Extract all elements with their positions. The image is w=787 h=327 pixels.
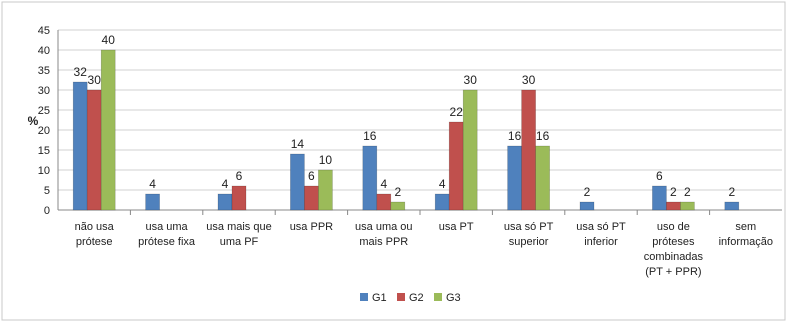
data-label: 30 bbox=[464, 73, 478, 87]
y-tick-label: 25 bbox=[38, 105, 50, 117]
data-label: 22 bbox=[450, 105, 464, 119]
data-label: 40 bbox=[102, 33, 116, 47]
data-label: 4 bbox=[222, 177, 229, 191]
bar-g1 bbox=[362, 145, 378, 211]
bar-g3 bbox=[318, 169, 333, 211]
legend-swatch-g1 bbox=[360, 293, 368, 301]
data-label: 2 bbox=[670, 185, 677, 199]
y-tick-label: 0 bbox=[44, 205, 50, 217]
x-tick-label: inferior bbox=[584, 236, 618, 248]
x-tick-label: usa uma ou bbox=[355, 221, 412, 233]
data-label: 6 bbox=[236, 169, 243, 183]
bar-g3 bbox=[535, 145, 550, 211]
x-tick-label: não usa bbox=[75, 221, 115, 233]
x-tick-label: uso de bbox=[657, 221, 690, 233]
data-label: 2 bbox=[728, 185, 735, 199]
bar-g2 bbox=[448, 121, 464, 211]
bar-g3 bbox=[680, 201, 695, 211]
bar-g2 bbox=[304, 185, 319, 211]
bar-g1 bbox=[217, 193, 233, 211]
data-label: 16 bbox=[536, 129, 550, 143]
x-tick-label: prótese bbox=[76, 236, 113, 248]
data-label: 16 bbox=[363, 129, 377, 143]
bar-g1 bbox=[145, 193, 160, 211]
y-tick-label: 10 bbox=[38, 165, 50, 177]
x-tick-label: informação bbox=[719, 236, 773, 248]
data-label: 2 bbox=[684, 185, 691, 199]
x-tick-label: (PT + PPR) bbox=[645, 266, 701, 278]
bar-g2 bbox=[521, 89, 536, 211]
x-tick-label: prótese fixa bbox=[138, 236, 196, 248]
x-tick-label: mais PPR bbox=[359, 236, 408, 248]
data-label: 30 bbox=[522, 73, 536, 87]
x-tick-label: próteses bbox=[652, 236, 695, 248]
x-tick-label: usa só PT bbox=[504, 221, 554, 233]
bar-g1 bbox=[579, 201, 595, 211]
legend-label: G2 bbox=[409, 292, 424, 304]
bar-g3 bbox=[100, 49, 116, 211]
data-label: 30 bbox=[88, 73, 102, 87]
data-label: 4 bbox=[439, 177, 446, 191]
y-tick-label: 20 bbox=[38, 125, 50, 137]
data-label: 6 bbox=[656, 169, 663, 183]
bar-g3 bbox=[390, 201, 406, 211]
data-label: 4 bbox=[149, 177, 156, 191]
bar-g1 bbox=[434, 193, 450, 211]
bar-g1 bbox=[724, 201, 740, 211]
chart-frame bbox=[1, 1, 786, 321]
bar-g2 bbox=[231, 185, 247, 211]
x-tick-label: usa mais que bbox=[206, 221, 271, 233]
x-tick-label: usa só PT bbox=[576, 221, 626, 233]
data-label: 2 bbox=[584, 185, 591, 199]
y-tick-label: 40 bbox=[38, 45, 50, 57]
legend-swatch-g3 bbox=[434, 293, 442, 301]
data-label: 10 bbox=[319, 153, 333, 167]
y-tick-label: 45 bbox=[38, 25, 50, 37]
x-tick-label: usa PT bbox=[439, 221, 474, 233]
bar-g2 bbox=[666, 201, 681, 211]
data-label: 16 bbox=[508, 129, 522, 143]
legend-swatch-g2 bbox=[397, 293, 405, 301]
data-label: 32 bbox=[74, 65, 88, 79]
x-tick-label: combinadas bbox=[644, 251, 704, 263]
bar-g2 bbox=[86, 89, 102, 211]
y-tick-label: 5 bbox=[44, 185, 50, 197]
x-tick-label: usa uma bbox=[145, 221, 188, 233]
bar-g2 bbox=[376, 193, 392, 211]
y-tick-label: 15 bbox=[38, 145, 50, 157]
bar-g1 bbox=[72, 81, 88, 211]
data-label: 4 bbox=[380, 177, 387, 191]
bar-g1 bbox=[290, 153, 305, 211]
data-label: 6 bbox=[308, 169, 315, 183]
y-tick-label: 30 bbox=[38, 85, 50, 97]
x-tick-label: sem bbox=[735, 221, 756, 233]
legend-label: G3 bbox=[446, 292, 461, 304]
bar-g3 bbox=[462, 89, 478, 211]
x-tick-label: usa PPR bbox=[290, 221, 333, 233]
y-axis-label: % bbox=[28, 114, 39, 128]
x-tick-label: superior bbox=[509, 236, 549, 248]
bar-g1 bbox=[507, 145, 522, 211]
bar-g1 bbox=[652, 185, 667, 211]
legend-label: G1 bbox=[372, 292, 387, 304]
data-label: 2 bbox=[394, 185, 401, 199]
y-tick-label: 35 bbox=[38, 65, 50, 77]
x-tick-label: uma PF bbox=[220, 236, 259, 248]
data-label: 14 bbox=[291, 137, 305, 151]
